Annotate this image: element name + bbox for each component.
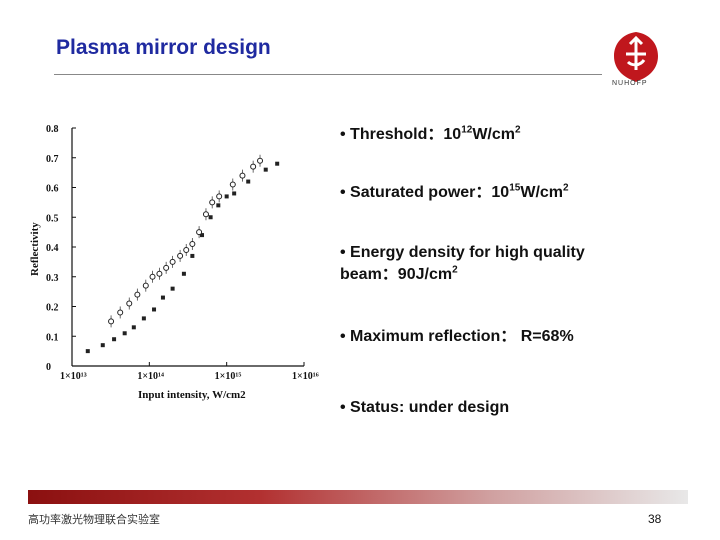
data-point-circle [142,282,149,289]
data-point-circle [126,300,133,307]
bullet-saturated-exp: 15 [509,182,521,194]
data-point-circle [156,270,163,277]
data-point-square [200,233,205,238]
data-point-square [160,295,165,300]
data-point-circle [202,211,209,218]
y-tick-label: 0.3 [46,273,59,284]
data-point-square [141,316,146,321]
y-tick-label: 0.1 [46,332,59,343]
data-point-square [246,179,251,184]
data-point-circle [209,199,216,206]
bullet-energy-density: • Energy density for high quality beam：9… [340,242,585,286]
data-point-circle [250,163,257,170]
data-point-square [181,271,186,276]
x-tick-label: 1×10¹⁶ [292,371,319,382]
y-tick-label: 0.5 [46,213,59,224]
data-point-circle [196,229,203,236]
data-point-square [100,343,105,348]
data-point-circle [216,193,223,200]
data-point-square [190,253,195,258]
y-axis-label: Reflectivity [29,222,41,276]
data-point-circle [163,264,170,271]
page-number: 38 [648,512,662,526]
bullet-max-reflection-text: • Maximum reflection： R=68% [340,328,574,345]
bullet-max-reflection: • Maximum reflection： R=68% [340,326,574,348]
y-tick-label: 0.7 [46,154,59,165]
data-point-square [112,337,117,342]
data-point-square [263,167,268,172]
data-point-square [170,286,175,291]
bullet-threshold: • Threshold：1012W/cm2 [340,124,521,146]
y-tick-label: 0.6 [46,184,59,195]
data-point-square [216,203,221,208]
bullet-threshold-unit: W/cm [472,126,515,143]
bullet-saturated-unit-exp: 2 [563,182,569,194]
data-point-circle [169,258,176,265]
data-point-circle [189,241,196,248]
footer-bar [28,490,688,504]
institute-logo-icon [614,32,658,82]
x-tick-label: 1×10¹⁵ [215,371,242,382]
y-tick-label: 0.4 [46,243,59,254]
footer-lab-name: 高功率激光物理联合实验室 [28,513,160,526]
slide-title: Plasma mirror design [56,36,271,59]
y-tick-label: 0.8 [46,124,59,135]
bullet-energy-unit-exp: 2 [452,264,458,276]
data-point-circle [134,291,141,298]
bullet-saturated-unit: W/cm [520,184,564,201]
bullet-status-text: • Status: under design [340,399,510,416]
bullet-threshold-exp: 12 [461,124,473,136]
data-point-circle [239,172,246,179]
bullet-threshold-text: • Threshold：10 [340,126,462,143]
data-point-circle [117,309,124,316]
bullet-saturated-text: • Saturated power：10 [340,184,510,201]
bullet-status: • Status: under design [340,397,509,419]
data-point-circle [183,246,190,253]
x-axis-label: Input intensity, W/cm2 [138,389,246,401]
data-point-square [208,215,213,220]
data-point-square [85,349,90,354]
data-point-circle [108,318,115,325]
title-divider [54,74,602,75]
bullet-energy-line2: beam：90J/cm [340,266,453,283]
data-point-square [122,331,127,336]
logo-text: NUHOFP [612,80,648,87]
x-tick-label: 1×10¹⁴ [137,371,164,382]
bullet-threshold-unit-exp: 2 [514,124,521,136]
data-point-square [152,307,157,312]
data-point-circle [149,273,156,280]
data-point-circle [229,181,236,188]
bullet-saturated-power: • Saturated power：1015W/cm2 [340,182,569,204]
data-point-circle [257,157,264,164]
data-point-square [232,191,237,196]
y-tick-label: 0.2 [46,303,59,314]
x-tick-label: 1×10¹³ [60,371,87,382]
data-point-square [224,194,229,199]
data-point-square [275,161,280,166]
y-tick-label: 0 [46,362,51,373]
data-point-square [131,325,136,330]
data-point-circle [177,252,184,259]
bullet-energy-line1: • Energy density for high quality [340,244,585,261]
